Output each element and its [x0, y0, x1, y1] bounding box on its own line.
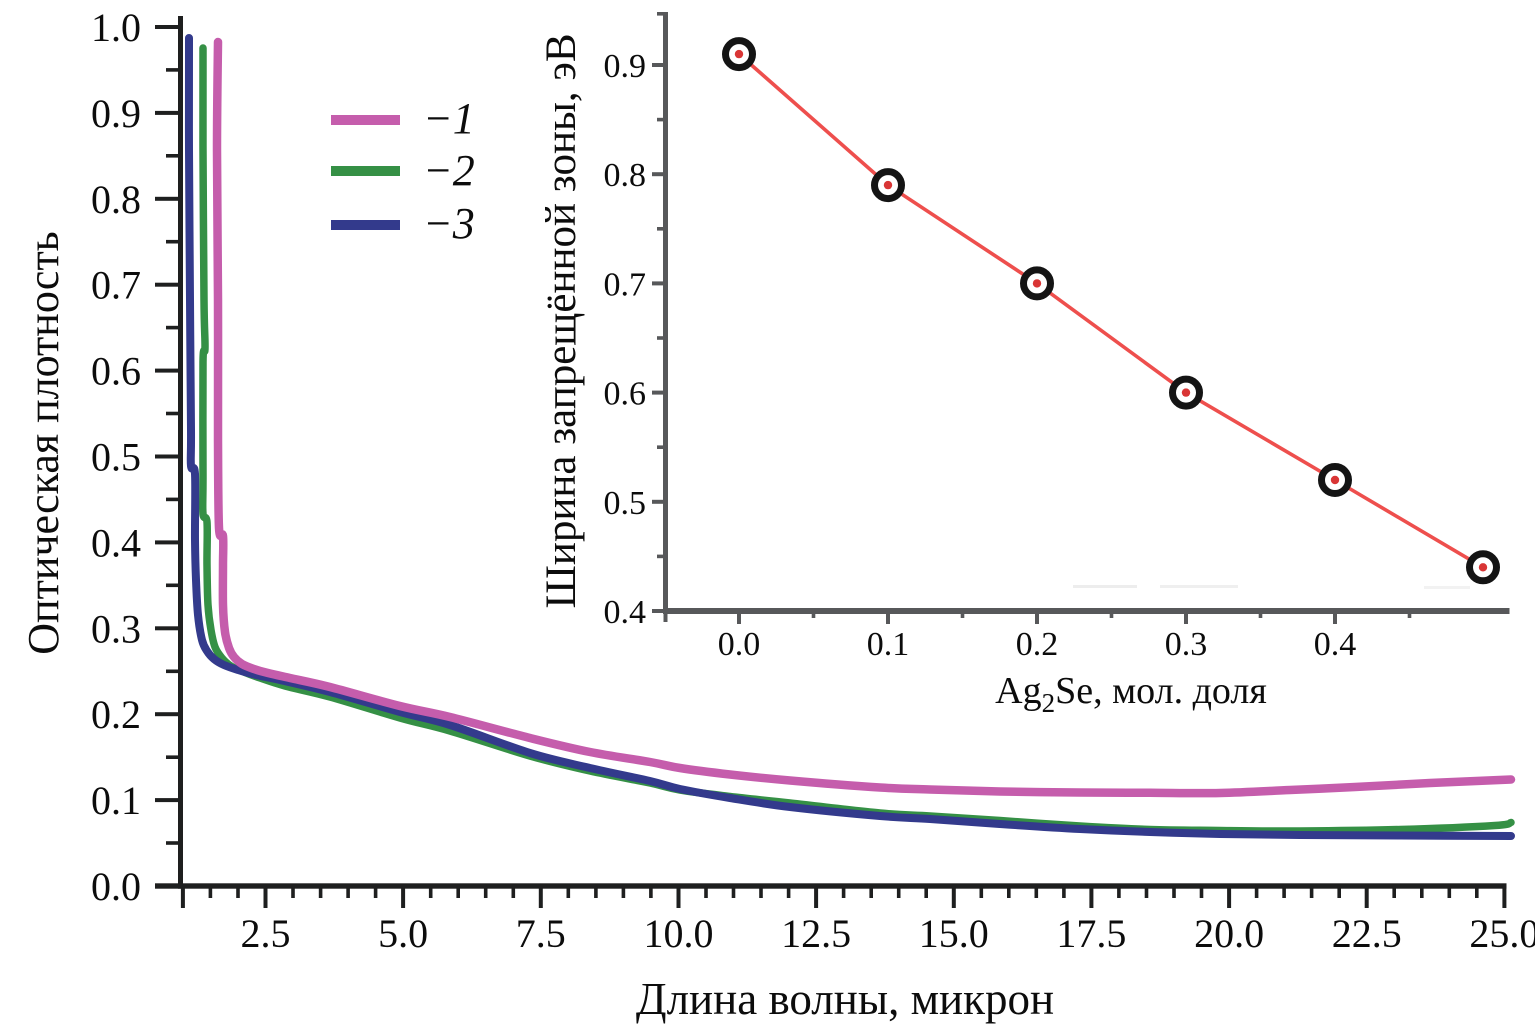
- svg-text:0.1: 0.1: [867, 626, 910, 663]
- svg-text:1.0: 1.0: [91, 5, 141, 50]
- svg-text:15.0: 15.0: [919, 911, 989, 956]
- svg-text:0.9: 0.9: [604, 48, 647, 85]
- svg-text:0.3: 0.3: [1165, 626, 1208, 663]
- svg-text:0.8: 0.8: [91, 177, 141, 222]
- svg-text:17.5: 17.5: [1056, 911, 1126, 956]
- svg-text:0.4: 0.4: [604, 594, 647, 631]
- svg-text:0.3: 0.3: [91, 606, 141, 651]
- svg-text:0.5: 0.5: [604, 485, 647, 522]
- svg-text:7.5: 7.5: [516, 911, 566, 956]
- svg-text:−3: −3: [423, 199, 475, 248]
- svg-text:0.1: 0.1: [91, 778, 141, 823]
- svg-text:0.0: 0.0: [718, 626, 761, 663]
- svg-text:12.5: 12.5: [781, 911, 851, 956]
- svg-text:0.2: 0.2: [91, 692, 141, 737]
- svg-text:0.4: 0.4: [91, 520, 141, 565]
- svg-text:0.6: 0.6: [604, 376, 647, 413]
- svg-text:0.7: 0.7: [604, 266, 647, 303]
- svg-text:2.5: 2.5: [241, 911, 291, 956]
- svg-text:0.0: 0.0: [91, 864, 141, 909]
- svg-text:−2: −2: [423, 146, 475, 195]
- svg-text:Ширина запрещённой зоны, эВ: Ширина запрещённой зоны, эВ: [538, 33, 585, 608]
- svg-text:5.0: 5.0: [378, 911, 428, 956]
- svg-text:0.2: 0.2: [1016, 626, 1059, 663]
- svg-text:0.6: 0.6: [91, 349, 141, 394]
- svg-text:Оптическая плотность: Оптическая плотность: [19, 231, 68, 654]
- svg-text:20.0: 20.0: [1194, 911, 1264, 956]
- svg-text:22.5: 22.5: [1332, 911, 1402, 956]
- svg-text:Ag2Se, мол. доля: Ag2Se, мол. доля: [995, 670, 1267, 718]
- svg-text:−1: −1: [423, 94, 475, 143]
- svg-text:0.5: 0.5: [91, 435, 141, 480]
- svg-text:0.7: 0.7: [91, 263, 141, 308]
- svg-text:0.9: 0.9: [91, 91, 141, 136]
- svg-text:25.0: 25.0: [1469, 911, 1535, 956]
- svg-text:Длина волны, микрон: Длина волны, микрон: [636, 974, 1054, 1024]
- svg-text:0.4: 0.4: [1314, 626, 1357, 663]
- svg-text:0.8: 0.8: [604, 157, 647, 194]
- svg-text:10.0: 10.0: [644, 911, 714, 956]
